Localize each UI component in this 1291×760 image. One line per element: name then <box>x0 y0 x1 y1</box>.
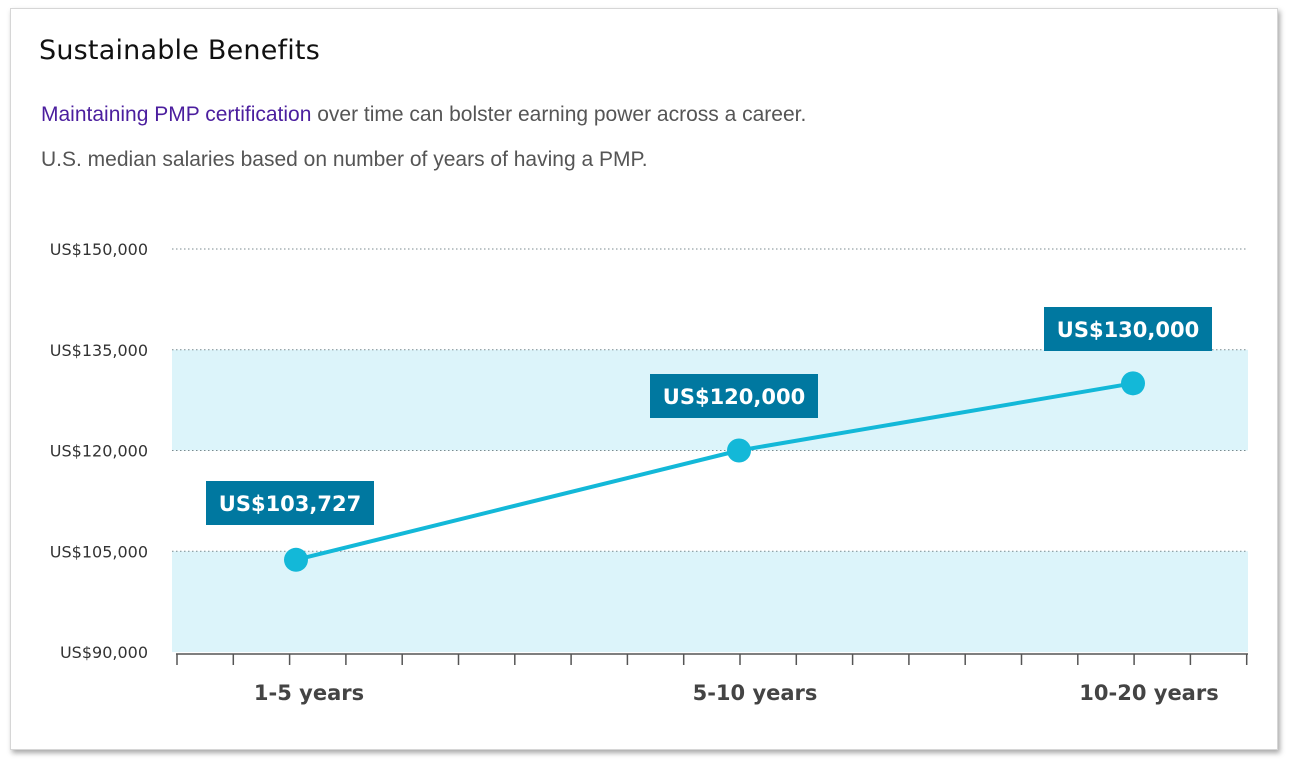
y-tick-label: US$90,000 <box>60 643 148 662</box>
shaded-band-0 <box>172 551 1248 652</box>
data-label-box <box>650 374 818 418</box>
y-tick-label: US$120,000 <box>50 442 148 461</box>
subtitle-text: over time can bolster earning power acro… <box>311 103 807 126</box>
data-point <box>284 547 308 572</box>
x-tick-label: 10-20 years <box>1079 681 1218 705</box>
data-label: US$103,727 <box>219 492 361 516</box>
data-label-box <box>206 481 374 525</box>
pmp-certification-link[interactable]: Maintaining PMP certification <box>41 103 312 126</box>
data-point <box>1121 371 1145 396</box>
x-tick-label: 1-5 years <box>254 681 364 705</box>
chart-title: Sustainable Benefits <box>39 35 320 66</box>
y-tick-label: US$135,000 <box>50 341 148 360</box>
data-label: US$120,000 <box>663 385 805 409</box>
y-tick-label: US$105,000 <box>50 542 148 561</box>
y-tick-label: US$150,000 <box>50 240 148 259</box>
chart-note: U.S. median salaries based on number of … <box>41 148 648 171</box>
chart-subtitle: Maintaining PMP certification over time … <box>41 103 806 127</box>
data-label-box <box>1044 307 1212 351</box>
data-point <box>727 438 751 463</box>
data-label: US$130,000 <box>1057 318 1199 342</box>
x-tick-label: 5-10 years <box>693 681 818 705</box>
